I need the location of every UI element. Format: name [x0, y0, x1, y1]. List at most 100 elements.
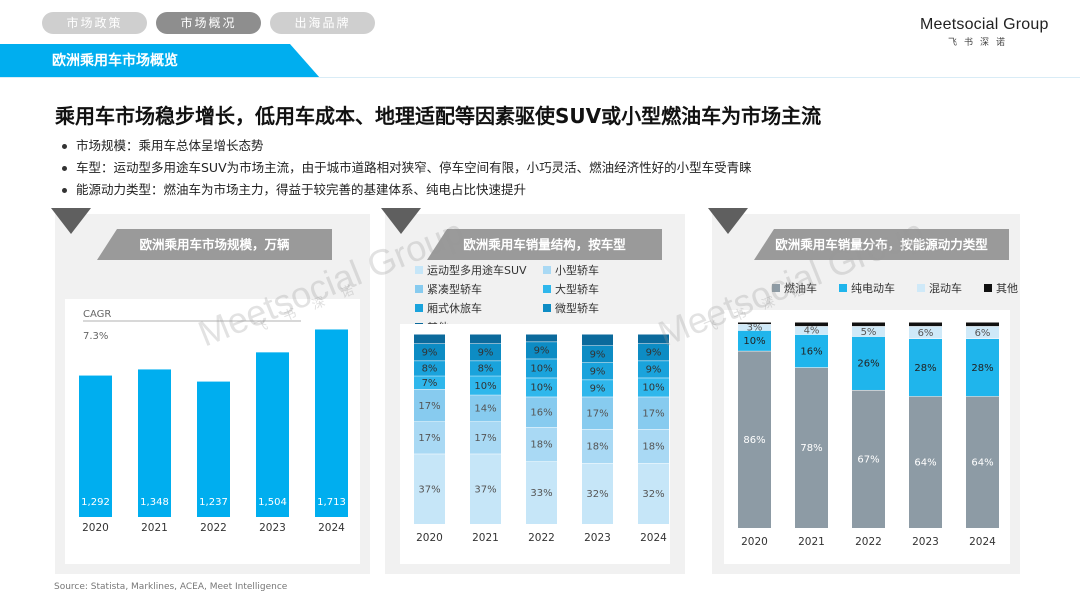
key-point: 市场规模：乘用车总体呈增长态势 [62, 135, 752, 157]
section-banner: 欧洲乘用车市场概览 [0, 44, 320, 78]
stacked-segment [638, 343, 669, 361]
x-tick-label: 2021 [798, 536, 825, 548]
stacked-segment [582, 463, 613, 524]
legend-swatch [415, 266, 423, 274]
logo-subtitle: 飞书深诺 [948, 37, 1013, 47]
corner-triangle-icon [51, 208, 91, 234]
market-size-panel: 欧洲乘用车市场规模，万辆 CAGR 7.3% 1,292 2020 1,348 2021 1… [51, 208, 370, 574]
stacked-segment [795, 367, 828, 528]
segment-value-label: 32% [642, 489, 664, 500]
segment-value-label: 17% [642, 408, 664, 419]
stacked-segment [470, 360, 501, 376]
segment-value-label: 3% [747, 323, 763, 334]
stacked-segment [909, 326, 942, 339]
energy-type-legend: 燃油车 纯电动车 混动车 其他 [772, 280, 1018, 296]
tab-overseas-brands[interactable]: 出海品牌 [270, 12, 375, 34]
legend-swatch [772, 284, 780, 292]
stacked-segment [470, 375, 501, 395]
bar-value-label: 1,713 [317, 497, 346, 508]
legend-swatch [415, 285, 423, 293]
segment-value-label: 9% [422, 348, 438, 359]
bar [197, 381, 230, 517]
legend-item: 厢式休旅车 [415, 300, 543, 316]
stacked-segment [638, 429, 669, 464]
page-headline: 乘用车市场稳步增长，低用车成本、地理适配等因素驱使SUV或小型燃油车为市场主流 [55, 104, 822, 128]
x-tick-label: 2023 [259, 522, 286, 534]
brand-logo: Meetsocial Group 飞书深诺 [920, 16, 1049, 48]
stacked-segment [582, 345, 613, 363]
segment-value-label: 64% [914, 458, 936, 469]
segment-value-label: 9% [590, 349, 606, 360]
stacked-segment [738, 350, 771, 528]
stacked-segment [738, 322, 771, 325]
stacked-segment [526, 377, 557, 397]
legend-item: 其他 [984, 280, 1018, 296]
stacked-segment [526, 461, 557, 524]
segment-value-label: 17% [418, 401, 440, 412]
cagr-value: 7.3% [83, 331, 108, 342]
x-tick-label: 2021 [141, 522, 168, 534]
stacked-segment [582, 362, 613, 380]
stacked-segment [526, 334, 557, 342]
legend-swatch [917, 284, 925, 292]
segment-value-label: 7% [422, 378, 438, 389]
x-tick-label: 2022 [528, 532, 555, 544]
x-tick-label: 2020 [741, 536, 768, 548]
stacked-segment [795, 322, 828, 327]
stacked-segment [966, 338, 999, 397]
bar-value-label: 1,237 [199, 497, 228, 508]
legend-item: 燃油车 [772, 280, 817, 296]
segment-value-label: 9% [646, 365, 662, 376]
segment-value-label: 16% [530, 407, 552, 418]
stacked-segment [526, 427, 557, 462]
stacked-segment [638, 377, 669, 397]
vehicle-type-chart-title: 欧洲乘用车销量结构，按车型 [427, 229, 662, 260]
bar-value-label: 1,348 [140, 497, 169, 508]
tab-market-overview[interactable]: 市场概况 [156, 12, 261, 34]
stacked-segment [909, 396, 942, 528]
bar [138, 369, 171, 517]
x-tick-label: 2023 [912, 536, 939, 548]
x-tick-label: 2024 [969, 536, 996, 548]
x-tick-label: 2024 [318, 522, 345, 534]
corner-triangle-icon [381, 208, 421, 234]
stacked-segment [638, 463, 669, 524]
segment-value-label: 5% [861, 327, 877, 338]
segment-value-label: 37% [474, 484, 496, 495]
stacked-segment [852, 322, 885, 327]
tab-market-policy[interactable]: 市场政策 [42, 12, 147, 34]
stacked-segment [966, 326, 999, 339]
energy-type-panel: 欧洲乘用车销量分布，按能源动力类型 燃油车 纯电动车 混动车 其他 86% 10%… [708, 208, 1020, 574]
segment-value-label: 78% [800, 443, 822, 454]
segment-value-label: 10% [743, 336, 765, 347]
stacked-segment [582, 396, 613, 429]
stacked-segment [852, 326, 885, 337]
stacked-segment [414, 375, 445, 390]
key-point: 车型：运动型多用途车SUV为市场主流，由于城市道路相对狭窄、停车空间有限，小巧灵… [62, 157, 752, 179]
bar-value-label: 1,504 [258, 497, 287, 508]
segment-value-label: 8% [478, 364, 494, 375]
stacked-segment [414, 453, 445, 524]
segment-value-label: 9% [478, 348, 494, 359]
bar [315, 329, 348, 517]
stacked-segment [414, 334, 445, 344]
segment-value-label: 10% [530, 383, 552, 394]
stacked-segment [795, 326, 828, 335]
stacked-segment [738, 324, 771, 331]
legend-item: 混动车 [917, 280, 962, 296]
legend-swatch [839, 284, 847, 292]
stacked-segment [852, 336, 885, 390]
bar-value-label: 1,292 [81, 497, 110, 508]
corner-triangle-icon [708, 208, 748, 234]
segment-value-label: 86% [743, 435, 765, 446]
segment-value-label: 18% [586, 442, 608, 453]
legend-item: 运动型多用途车SUV [415, 262, 543, 278]
segment-value-label: 10% [530, 364, 552, 375]
market-size-chart-title: 欧洲乘用车市场规模，万辆 [97, 229, 332, 260]
x-tick-label: 2022 [855, 536, 882, 548]
bar [79, 375, 112, 517]
stacked-segment [414, 360, 445, 376]
segment-value-label: 18% [530, 440, 552, 451]
vehicle-type-chart-area: 37% 17% 17% 7% 8% 9% 2020 37% 17% 14% 10% 8% 9% 2021 3… [400, 324, 670, 564]
segment-value-label: 6% [918, 328, 934, 339]
